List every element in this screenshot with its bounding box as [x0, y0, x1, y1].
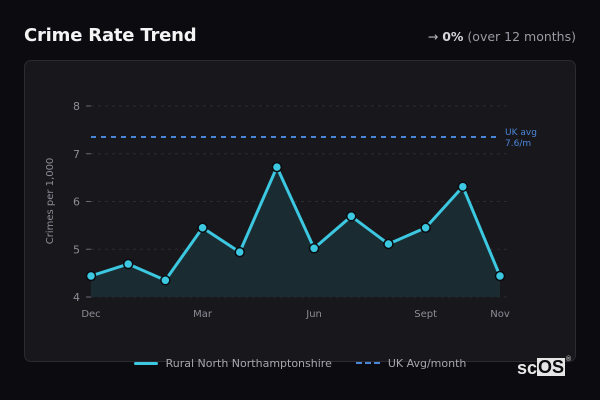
x-tick-label: Mar [193, 309, 213, 320]
legend-item-uk-avg[interactable]: UK Avg/month [355, 356, 467, 370]
logo-text: sc [517, 358, 538, 378]
series-area-fill [91, 167, 500, 297]
y-tick-label: 8 [73, 100, 80, 113]
x-tick-label: Nov [490, 309, 510, 320]
y-tick-label: 4 [73, 291, 80, 304]
data-point-marker [346, 211, 357, 222]
data-point-marker [85, 270, 97, 282]
uk-avg-annotation-value: 7.6/m [505, 139, 531, 149]
chart-legend: Rural North Northamptonshire UK Avg/mont… [0, 354, 600, 372]
solid-line-swatch-icon [133, 361, 158, 365]
data-point-marker [197, 222, 208, 234]
y-tick-label: 5 [73, 243, 80, 256]
y-tick-label: 6 [73, 196, 80, 209]
dashed-line-swatch-icon [355, 362, 380, 364]
trend-period: (over 12 months) [467, 29, 576, 44]
trend-percent: 0% [442, 29, 464, 44]
data-point-marker [420, 222, 431, 234]
chart-title: Crime Rate Trend [24, 25, 197, 46]
data-point-marker [122, 258, 134, 270]
data-point-marker [160, 275, 171, 286]
uk-avg-annotation: UK avg [505, 128, 537, 138]
trend-arrow-icon: → [427, 29, 439, 44]
y-axis-label: Crimes per 1,000 [45, 158, 56, 245]
legend-label: Rural North Northamptonshire [165, 356, 332, 370]
legend-item-series[interactable]: Rural North Northamptonshire [133, 356, 332, 370]
data-point-marker [457, 181, 469, 192]
x-tick-label: Dec [81, 309, 100, 320]
data-point-marker [234, 246, 245, 258]
scos-logo: sc OS ® [517, 356, 572, 379]
data-point-marker [271, 161, 283, 173]
y-tick-label: 7 [73, 148, 80, 161]
data-point-marker [494, 270, 506, 282]
series-line [90, 165, 502, 282]
x-tick-label: Sept [414, 309, 437, 320]
data-point-marker [308, 243, 320, 254]
logo-box-text: OS [537, 357, 566, 377]
data-point-marker [383, 238, 394, 250]
chart-card [24, 60, 576, 362]
registered-mark-icon: ® [566, 356, 572, 363]
x-tick-label: Jun [305, 309, 322, 320]
legend-label: UK Avg/month [387, 356, 467, 370]
trend-summary: → 0% (over 12 months) [428, 29, 576, 44]
